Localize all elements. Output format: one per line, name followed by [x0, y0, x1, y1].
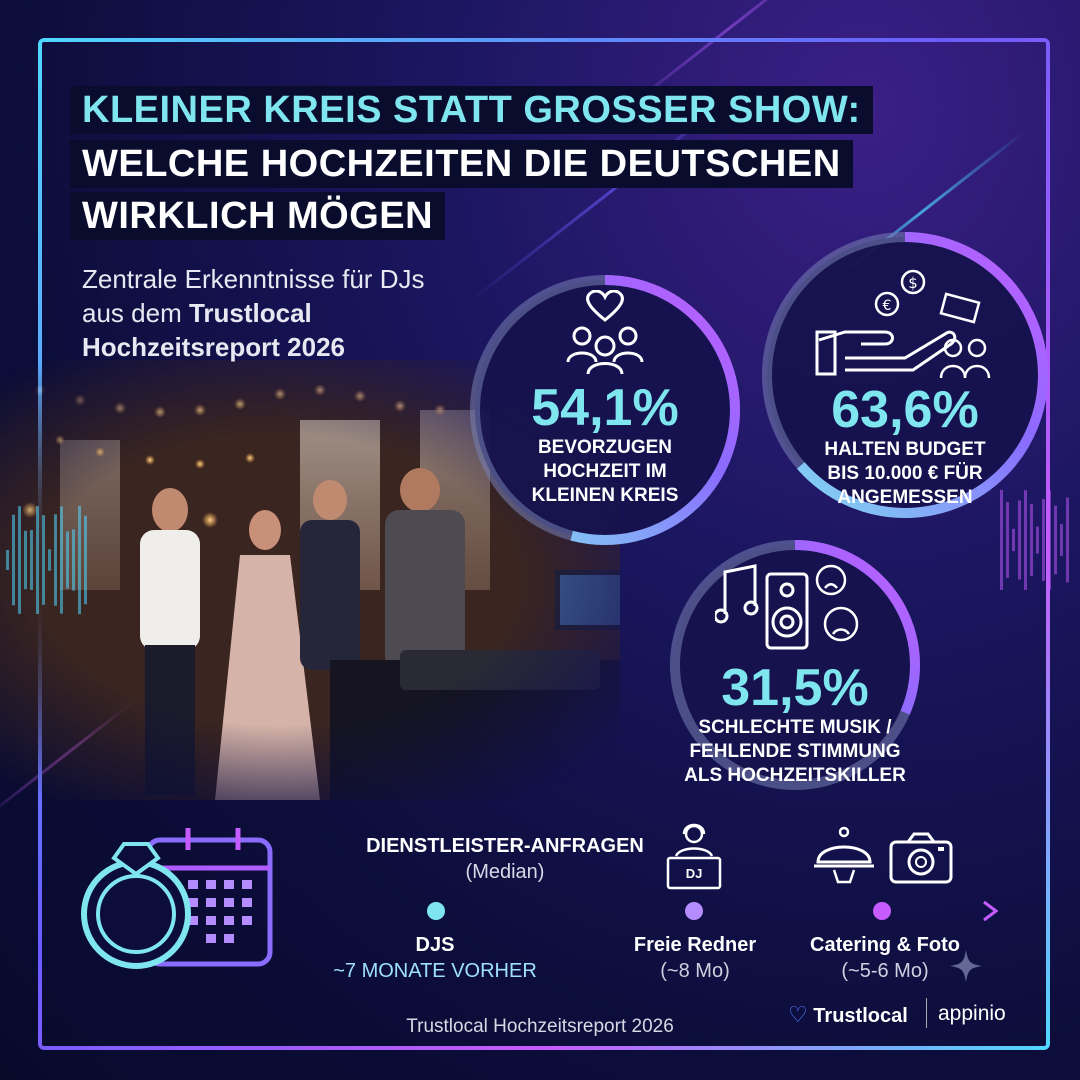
- timeline-dot: [427, 902, 445, 920]
- subtitle-prefix: aus dem: [82, 298, 189, 328]
- stat-value: 54,1%: [531, 379, 679, 437]
- soundwave-bar: [1036, 526, 1039, 554]
- timeline-point-detail: ~7 MONATE VORHER: [333, 960, 537, 982]
- subtitle: Zentrale Erkenntnisse für DJs aus dem Tr…: [82, 262, 424, 364]
- brand-divider: [926, 998, 927, 1028]
- subtitle-line-1: Zentrale Erkenntnisse für DJs: [82, 264, 425, 294]
- stat-label: HALTEN BUDGET BIS 10.000 € FÜR ANGEMESSE…: [824, 439, 986, 508]
- stat-small-wedding: 54,1% BEVORZUGEN HOCHZEIT IM KLEINEN KRE…: [480, 260, 730, 508]
- timeline-point-detail: (~5-6 Mo): [841, 960, 929, 982]
- soundwave-bar: [1042, 498, 1045, 582]
- svg-text:€: €: [883, 298, 892, 314]
- appinio-logo: appinio: [938, 1002, 1006, 1025]
- soundwave-bar: [72, 529, 75, 591]
- stat-label: SCHLECHTE MUSIK / FEHLENDE STIMMUNG ALS …: [684, 717, 906, 786]
- dj-booth-icon: DJ: [662, 820, 726, 890]
- soundwave-bar: [1012, 528, 1015, 552]
- soundwave-bar: [1018, 500, 1021, 580]
- camera-icon: [889, 832, 953, 884]
- heart-people-icon: [566, 290, 644, 375]
- dj-badge: DJ: [685, 866, 703, 881]
- svg-text:$: $: [908, 274, 918, 292]
- music-speaker-sad-icon: [715, 564, 859, 650]
- timeline-dot: [873, 902, 891, 920]
- soundwave-bar: [1030, 503, 1033, 577]
- subtitle-line-3: Hochzeitsreport 2026: [82, 330, 424, 364]
- subtitle-report: Hochzeitsreport 2026: [82, 332, 345, 362]
- stat-ring-progress: [670, 540, 920, 790]
- soundwave-bar: [42, 515, 45, 605]
- stat-bad-music: 31,5% SCHLECHTE MUSIK / FEHLENDE STIMMUN…: [650, 550, 940, 788]
- hand-money-couple-icon: $ €: [815, 269, 991, 379]
- stat-value: 31,5%: [721, 659, 869, 717]
- timeline-dot: [685, 902, 703, 920]
- sparkle-icon: [950, 950, 982, 982]
- soundwave-bar: [1006, 502, 1009, 578]
- timeline-heading: DIENSTLEISTER-ANFRAGEN (Median): [340, 833, 670, 885]
- soundwave-bar: [48, 549, 51, 571]
- soundwave-bar: [78, 505, 81, 615]
- source-footer: Trustlocal Hochzeitsreport 2026: [406, 1016, 674, 1037]
- headline-line-3: WIRKLICH MÖGEN: [70, 192, 446, 240]
- soundwave-bar: [1066, 497, 1069, 583]
- soundwave-bar: [1054, 505, 1057, 575]
- timeline-title: DIENSTLEISTER-ANFRAGEN: [366, 835, 644, 857]
- subtitle-line-2: aus dem Trustlocal: [82, 296, 424, 330]
- stat-ring-progress: [762, 232, 1048, 518]
- timeline-subtitle: (Median): [465, 861, 545, 883]
- timeline-point-detail: (~8 Mo): [660, 960, 730, 982]
- timeline-point-name: Catering & Foto: [810, 934, 960, 956]
- soundwave-bar: [54, 514, 57, 606]
- catering-cloche-icon: [814, 826, 874, 884]
- soundwave-bar: [18, 506, 21, 614]
- timeline-point-name: DJS: [415, 934, 455, 956]
- stat-value: 63,6%: [831, 381, 979, 439]
- timeline-point-name: Freie Redner: [633, 934, 757, 956]
- soundwave-bar: [12, 514, 15, 606]
- soundwave-bar: [60, 506, 63, 614]
- soundwave-bar: [66, 531, 69, 589]
- soundwave-bar: [6, 550, 9, 570]
- soundwave-bar: [1060, 524, 1063, 556]
- soundwave-bar: [1000, 490, 1003, 590]
- trustlocal-heart-icon: ♡: [788, 1002, 808, 1027]
- soundwave-bar: [1048, 490, 1051, 590]
- soundwave-bar: [24, 530, 27, 590]
- timeline-arrow: [983, 900, 999, 922]
- headline-line-1: KLEINER KREIS STATT GROSSER SHOW:: [70, 86, 873, 134]
- timeline-point-catering: Catering & Foto (~5-6 Mo): [785, 932, 985, 984]
- stat-ring-progress: [470, 275, 740, 545]
- soundwave-bar: [36, 506, 39, 614]
- soundwave-bar: [1024, 490, 1027, 590]
- soundwave-bar: [30, 530, 33, 590]
- ring-calendar-icon: [81, 828, 273, 969]
- trustlocal-brand-name: Trustlocal: [813, 1005, 908, 1027]
- timeline-point-djs: DJS ~7 MONATE VORHER: [310, 932, 560, 984]
- headline-line-2: WELCHE HOCHZEITEN DIE DEUTSCHEN: [70, 140, 853, 188]
- timeline-point-redner: Freie Redner (~8 Mo): [600, 932, 790, 984]
- stat-budget: $ € 63,6% HALTEN BUDGET BIS 10.000 € FÜR…: [785, 240, 1025, 510]
- trustlocal-logo: ♡ Trustlocal: [788, 1002, 908, 1028]
- subtitle-brand: Trustlocal: [188, 298, 312, 328]
- soundwave-bar: [84, 515, 87, 605]
- stat-label: BEVORZUGEN HOCHZEIT IM KLEINEN KREIS: [531, 437, 679, 506]
